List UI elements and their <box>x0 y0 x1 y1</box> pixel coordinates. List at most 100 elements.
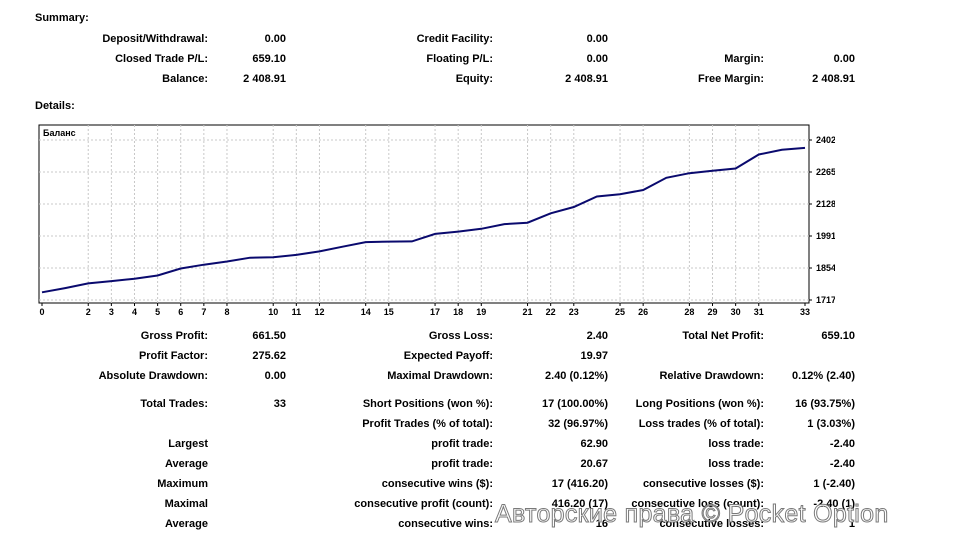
total-trades-value: 33 <box>273 398 286 410</box>
floating-pl-label: Floating P/L: <box>426 53 493 65</box>
chart-x-tick-label: 28 <box>684 307 694 317</box>
chart-x-tick-label: 22 <box>546 307 556 317</box>
credit-facility-label: Credit Facility: <box>416 33 493 45</box>
balance-chart-svg: 0 2 3 4 5 6 7 8 10 11 12 14 15 17 18 19 21 22 23 25 26 28 29 30… <box>38 124 835 317</box>
details-title: Details: <box>35 100 75 112</box>
chart-y-tick-label: 2402 <box>816 135 835 145</box>
largest-profit-label: profit trade: <box>431 438 493 450</box>
maximal-drawdown-value: 2.40 (0.12%) <box>545 370 608 382</box>
chart-y-tick-label: 2128 <box>816 199 835 209</box>
total-net-profit-label: Total Net Profit: <box>682 330 764 342</box>
maximal-loss-value: -2.40 (1) <box>813 498 855 510</box>
credit-facility-value: 0.00 <box>586 33 608 45</box>
chart-y-tick-label: 1854 <box>816 263 835 273</box>
chart-x-tick-label: 15 <box>384 307 394 317</box>
chart-x-tick-label: 6 <box>178 307 183 317</box>
profit-trades-value: 32 (96.97%) <box>548 418 608 430</box>
largest-loss-label: loss trade: <box>708 438 764 450</box>
chart-x-tick-label: 5 <box>155 307 160 317</box>
maximal-label: Maximal <box>164 498 208 510</box>
chart-x-tick-label: 2 <box>86 307 91 317</box>
maximum-loss-value: 1 (-2.40) <box>813 478 855 490</box>
chart-x-tick-label: 33 <box>800 307 810 317</box>
balance-series-line <box>41 146 806 294</box>
long-positions-label: Long Positions (won %): <box>635 398 764 410</box>
short-positions-label: Short Positions (won %): <box>362 398 493 410</box>
long-positions-value: 16 (93.75%) <box>795 398 855 410</box>
largest-loss-value: -2.40 <box>829 438 855 450</box>
chart-x-tick-label: 29 <box>708 307 718 317</box>
chart-x-tick-label: 26 <box>638 307 648 317</box>
relative-drawdown-value: 0.12% (2.40) <box>792 370 855 382</box>
chart-title: Баланс <box>43 128 76 138</box>
average2-loss-value: 1 <box>848 518 855 530</box>
chart-x-tick-label: 21 <box>523 307 533 317</box>
average-label: Average <box>164 458 208 470</box>
total-net-profit-value: 659.10 <box>821 330 855 342</box>
chart-x-tick-label: 4 <box>132 307 137 317</box>
chart-x-tick-label: 0 <box>39 307 44 317</box>
maximal-profit-label: consecutive profit (count): <box>354 498 493 510</box>
chart-x-tick-label: 7 <box>201 307 206 317</box>
maximal-profit-value: 416.20 (17) <box>551 498 608 510</box>
chart-y-tick-label: 2265 <box>816 167 835 177</box>
margin-value: 0.00 <box>833 53 855 65</box>
chart-x-tick-label: 12 <box>314 307 324 317</box>
absolute-drawdown-value: 0.00 <box>264 370 286 382</box>
chart-y-tick-label: 1991 <box>816 231 835 241</box>
chart-x-tick-label: 18 <box>453 307 463 317</box>
chart-x-tick-label: 8 <box>224 307 229 317</box>
maximum-profit-value: 17 (416.20) <box>551 478 608 490</box>
balance-label: Balance: <box>162 73 208 85</box>
closed-trade-pl-label: Closed Trade P/L: <box>115 53 208 65</box>
chart-x-tick-label: 31 <box>754 307 764 317</box>
gross-profit-value: 661.50 <box>252 330 286 342</box>
chart-x-tick-label: 30 <box>731 307 741 317</box>
chart-y-tick-label: 1717 <box>816 295 835 305</box>
margin-label: Margin: <box>724 53 764 65</box>
average2-profit-label: consecutive wins: <box>398 518 493 530</box>
chart-x-tick-label: 14 <box>361 307 371 317</box>
largest-profit-value: 62.90 <box>580 438 608 450</box>
gross-profit-label: Gross Profit: <box>140 330 208 342</box>
maximum-loss-label: consecutive losses ($): <box>642 478 764 490</box>
average-loss-value: -2.40 <box>829 458 855 470</box>
average2-loss-label: consecutive losses: <box>659 518 764 530</box>
chart-x-tick-label: 3 <box>109 307 114 317</box>
chart-x-tick-label: 25 <box>615 307 625 317</box>
closed-trade-pl-value: 659.10 <box>252 53 286 65</box>
chart-x-tick-label: 11 <box>292 307 302 317</box>
largest-label: Largest <box>168 438 208 450</box>
expected-payoff-value: 19.97 <box>580 350 608 362</box>
deposit-withdrawal-value: 0.00 <box>264 33 286 45</box>
chart-x-tick-label: 19 <box>476 307 486 317</box>
expected-payoff-label: Expected Payoff: <box>403 350 493 362</box>
free-margin-value: 2 408.91 <box>812 73 855 85</box>
equity-value: 2 408.91 <box>565 73 608 85</box>
loss-trades-value: 1 (3.03%) <box>807 418 855 430</box>
free-margin-label: Free Margin: <box>697 73 764 85</box>
average2-label: Average <box>164 518 208 530</box>
average-profit-value: 20.67 <box>580 458 608 470</box>
balance-value: 2 408.91 <box>243 73 286 85</box>
relative-drawdown-label: Relative Drawdown: <box>659 370 764 382</box>
maximum-profit-label: consecutive wins ($): <box>381 478 493 490</box>
average-loss-label: loss trade: <box>708 458 764 470</box>
absolute-drawdown-label: Absolute Drawdown: <box>98 370 208 382</box>
chart-x-tick-label: 23 <box>569 307 579 317</box>
profit-trades-label: Profit Trades (% of total): <box>362 418 493 430</box>
gross-loss-label: Gross Loss: <box>428 330 493 342</box>
average-profit-label: profit trade: <box>431 458 493 470</box>
deposit-withdrawal-label: Deposit/Withdrawal: <box>102 33 208 45</box>
total-trades-label: Total Trades: <box>140 398 208 410</box>
short-positions-value: 17 (100.00%) <box>541 398 608 410</box>
maximal-loss-label: consecutive loss (count): <box>631 498 764 510</box>
balance-chart: 0 2 3 4 5 6 7 8 10 11 12 14 15 17 18 19 21 22 23 25 26 28 29 30… <box>35 123 835 318</box>
copyright-watermark: Авторские права © Pocket Option <box>495 500 889 529</box>
profit-factor-label: Profit Factor: <box>138 350 208 362</box>
maximum-label: Maximum <box>157 478 208 490</box>
profit-factor-value: 275.62 <box>252 350 286 362</box>
summary-title: Summary: <box>35 12 89 24</box>
chart-x-tick-label: 10 <box>268 307 278 317</box>
maximal-drawdown-label: Maximal Drawdown: <box>387 370 493 382</box>
